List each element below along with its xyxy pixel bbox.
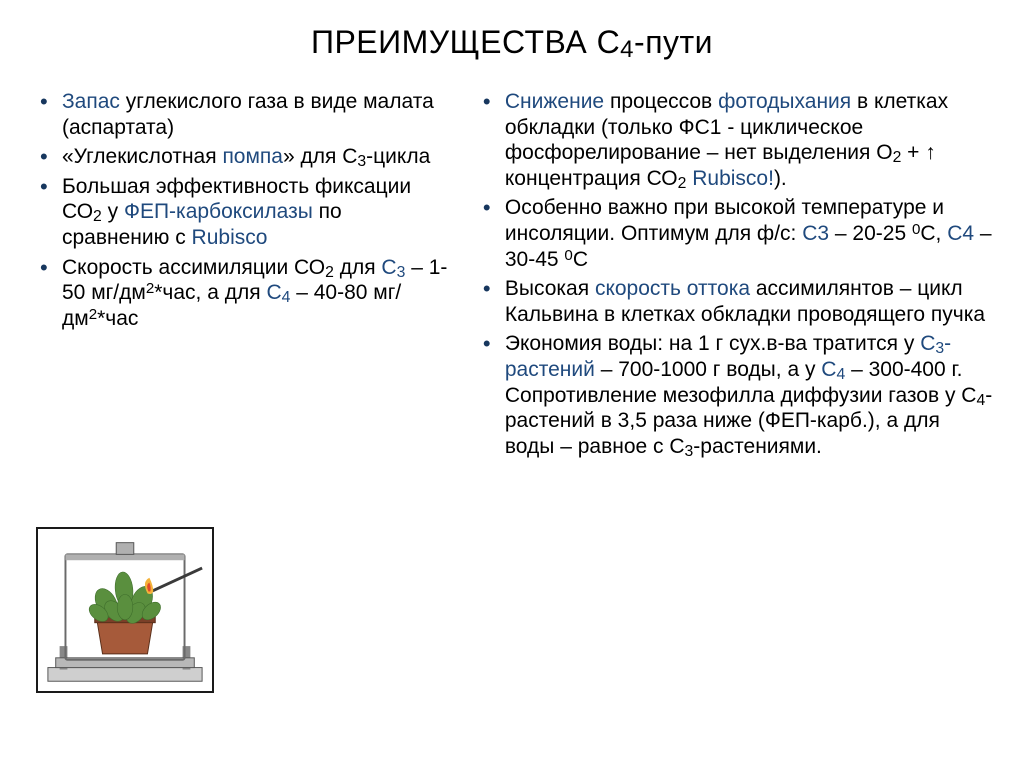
list-item: Высокая скорость оттока ассимилянтов – ц… (479, 276, 993, 327)
plant-experiment-illustration (36, 527, 214, 693)
text-fragment: 4 (836, 366, 845, 383)
text-fragment: 2 (146, 280, 154, 297)
text-fragment: 0 (564, 247, 572, 264)
text-fragment: С (381, 256, 396, 279)
text-fragment: помпа (222, 145, 283, 168)
right-list: Снижение процессов фотодыхания в клетках… (479, 89, 993, 460)
list-item: «Углекислотная помпа» для С3-цикла (36, 144, 455, 170)
list-item: Запас углекислого газа в виде малата (ас… (36, 89, 455, 140)
list-item: Особенно важно при высокой температуре и… (479, 195, 993, 272)
text-fragment: С (920, 332, 935, 355)
text-fragment: Rubisco! (692, 167, 774, 190)
title-pre: ПРЕИМУЩЕСТВА С (311, 24, 620, 60)
text-fragment: фотодыхания (718, 90, 851, 113)
text-fragment: ФЕП-карбоксилазы (124, 200, 313, 223)
text-fragment: 4 (976, 392, 985, 409)
text-fragment: 3 (935, 340, 944, 357)
text-fragment: С4 (947, 222, 974, 245)
text-fragment: С (266, 281, 281, 304)
text-fragment: 2 (325, 264, 334, 281)
text-fragment: 3 (357, 153, 366, 170)
content-columns: Запас углекислого газа в виде малата (ас… (36, 89, 988, 464)
text-fragment: Снижение (505, 90, 604, 113)
list-item: Скорость ассимиляции СО2 для С3 – 1-50 м… (36, 255, 455, 332)
title-sub: 4 (620, 36, 634, 63)
text-fragment: 2 (893, 149, 902, 166)
list-item: Экономия воды: на 1 г сух.в-ва тратится … (479, 331, 993, 459)
text-fragment: 3 (685, 443, 694, 460)
list-item: Большая эффективность фиксации СО2 у ФЕП… (36, 174, 455, 251)
left-column: Запас углекислого газа в виде малата (ас… (36, 89, 455, 464)
left-list: Запас углекислого газа в виде малата (ас… (36, 89, 455, 331)
text-fragment: 3 (397, 264, 406, 281)
plant-experiment-svg (38, 529, 212, 691)
text-fragment: 0 (912, 221, 920, 238)
text-fragment: 4 (282, 289, 291, 306)
text-fragment: 2 (89, 306, 97, 323)
slide-title: ПРЕИМУЩЕСТВА С4-пути (36, 24, 988, 61)
text-fragment: 2 (678, 175, 687, 192)
text-fragment: Запас (62, 90, 120, 113)
text-fragment: С3 (802, 222, 829, 245)
list-item: Снижение процессов фотодыхания в клетках… (479, 89, 993, 191)
text-fragment: 2 (93, 208, 102, 225)
title-post: -пути (634, 24, 713, 60)
text-fragment: С (821, 358, 836, 381)
right-column: Снижение процессов фотодыхания в клетках… (479, 89, 993, 464)
text-fragment: скорость оттока (595, 277, 750, 300)
text-fragment: -растений (505, 332, 951, 381)
text-fragment: Rubisco (192, 226, 268, 249)
